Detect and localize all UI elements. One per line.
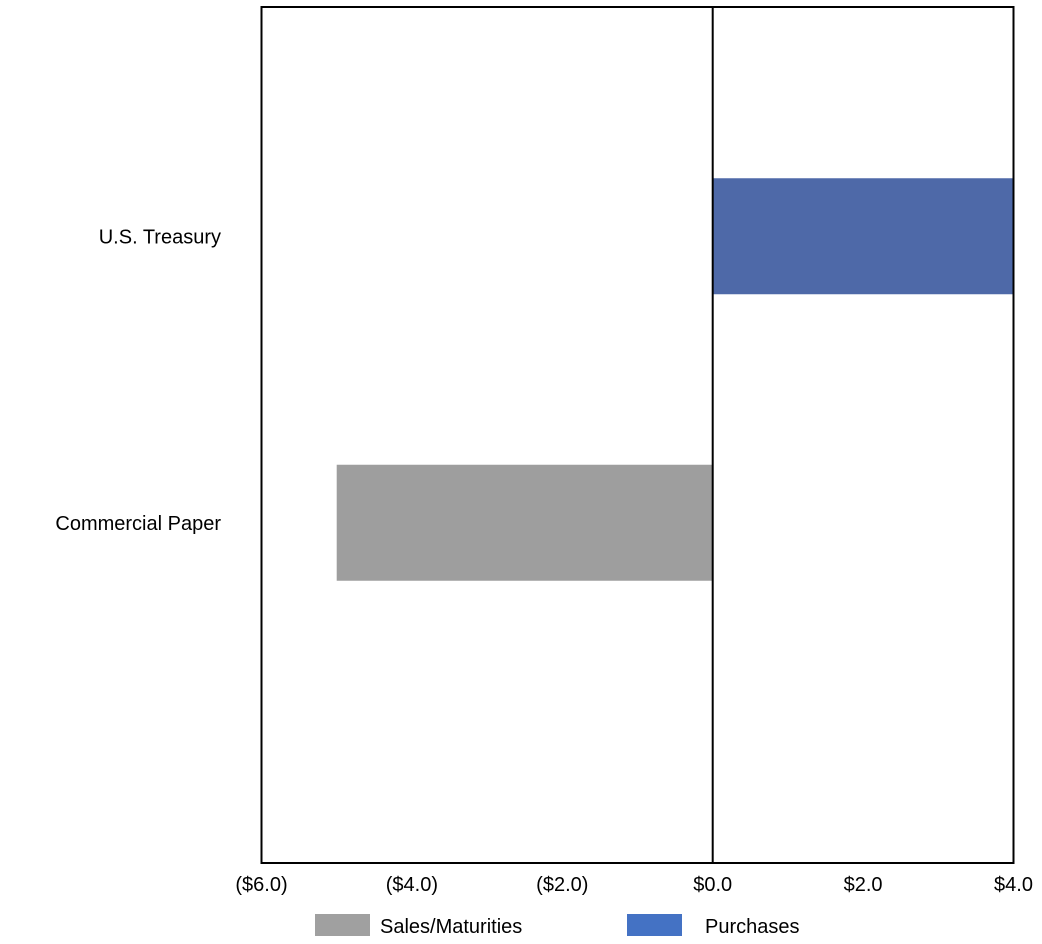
legend-swatch-sales-maturities [315, 914, 370, 936]
x-tick-label-2: ($2.0) [536, 874, 588, 896]
y-tick-label-commercial-paper: Commercial Paper [55, 513, 221, 535]
x-axis-ticks: ($6.0) ($4.0) ($2.0) $0.0 $2.0 $4.0 [235, 874, 1033, 896]
legend: Sales/Maturities Purchases [315, 914, 800, 938]
plot-area-frame [260, 6, 1015, 864]
x-tick-label-1: ($4.0) [386, 874, 438, 896]
legend-label-sales-maturities: Sales/Maturities [380, 916, 522, 938]
bars-layer [336, 178, 1014, 581]
x-tick-label-5: $4.0 [994, 874, 1033, 896]
y-axis-labels: U.S. Treasury Commercial Paper [55, 226, 221, 535]
bar-purchases-u-s-treasury [712, 178, 1014, 295]
legend-swatch-purchases [627, 914, 682, 936]
bar-sales-maturities-commercial-paper [336, 464, 713, 581]
legend-label-purchases: Purchases [705, 916, 800, 938]
x-tick-label-3: $0.0 [693, 874, 732, 896]
x-tick-label-4: $2.0 [844, 874, 883, 896]
y-tick-label-u-s-treasury: U.S. Treasury [99, 226, 221, 248]
x-tick-label-0: ($6.0) [235, 874, 287, 896]
